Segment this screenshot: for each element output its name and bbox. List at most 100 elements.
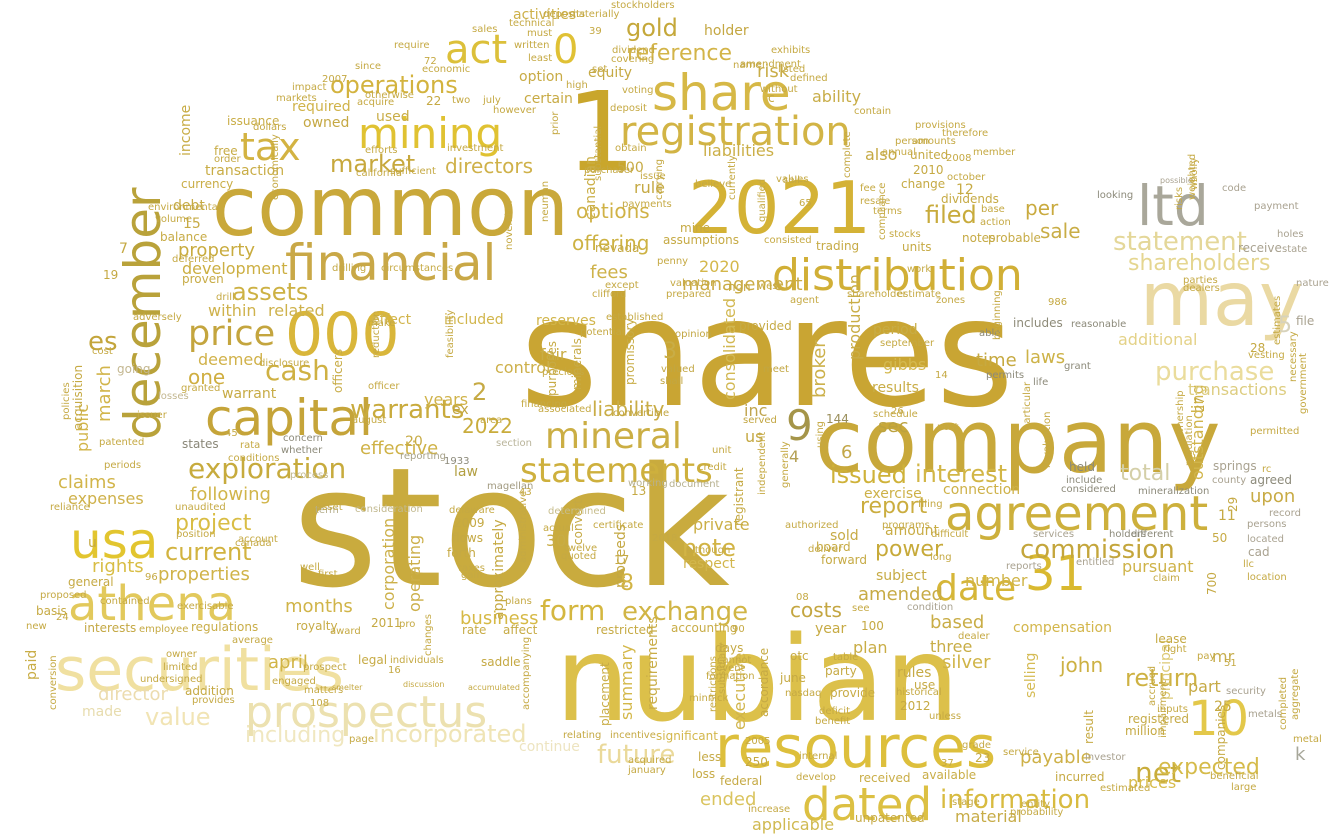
cloud-word: issuer (137, 410, 168, 421)
cloud-word: related (268, 301, 325, 320)
cloud-word: taxes (458, 563, 485, 574)
cloud-word: process (290, 470, 328, 481)
cloud-word: basis (36, 604, 67, 618)
cloud-word: principal (1158, 640, 1174, 700)
cloud-word: 31 (1025, 546, 1086, 602)
cloud-word: different (1131, 529, 1174, 540)
cloud-word: voting (622, 85, 653, 96)
cloud-word: cost (92, 346, 113, 357)
cloud-word: value (145, 703, 211, 731)
cloud-word: reliance (50, 502, 90, 513)
cloud-word: 2009 (454, 516, 485, 530)
cloud-word: accumulated (468, 683, 520, 692)
cloud-word: total (1120, 461, 1170, 486)
cloud-word: policies (61, 382, 72, 420)
cloud-word: effective (360, 438, 438, 459)
cloud-word: schedule (873, 409, 918, 420)
cloud-word: well (300, 562, 320, 573)
cloud-word: currently (727, 155, 738, 200)
cloud-word: economically (270, 134, 281, 200)
cloud-word: 986 (1048, 297, 1067, 308)
cloud-word: investor (1085, 752, 1126, 763)
cloud-word: however (493, 105, 537, 116)
cloud-word: stocks (889, 229, 921, 240)
cloud-word: pay (1197, 651, 1215, 662)
cloud-word: actual (543, 523, 574, 534)
cloud-word: period (873, 322, 918, 338)
cloud-word: claims (58, 472, 116, 493)
cloud-word: months (285, 596, 353, 617)
cloud-word: impact (292, 82, 326, 93)
cloud-word: contain (854, 106, 891, 117)
cloud-word: assumptions (663, 233, 739, 247)
cloud-word: provisions (915, 120, 966, 131)
cloud-word: issue (640, 171, 666, 182)
cloud-word: proven (182, 272, 224, 286)
cloud-word: increase (748, 804, 790, 815)
cloud-word: limited (163, 662, 198, 673)
cloud-word: smelter (332, 683, 363, 692)
cloud-word: twelve (564, 543, 597, 554)
cloud-word: metal (1293, 734, 1322, 745)
cloud-word: grade (962, 740, 991, 751)
cloud-word: deferred (172, 254, 215, 265)
cloud-word: ability (812, 87, 861, 106)
cloud-word: state (1282, 244, 1307, 255)
cloud-word: exercise (864, 486, 922, 502)
cloud-word: mining (358, 109, 502, 158)
cloud-word: 000 (285, 300, 400, 370)
cloud-word: offering (572, 231, 649, 255)
cloud-word: authorized (785, 520, 838, 531)
cloud-word: amount (885, 523, 940, 539)
cloud-word: member (973, 147, 1016, 158)
cloud-word: see (852, 603, 870, 614)
cloud-word: placement (598, 662, 612, 726)
cloud-word: estimates (1272, 296, 1283, 345)
cloud-word: registration (620, 109, 851, 155)
cloud-word: selling (1023, 653, 1039, 698)
cloud-word: proceeds (613, 524, 629, 588)
cloud-word: outstanding (1188, 384, 1207, 480)
cloud-word: payment (1254, 201, 1299, 212)
cloud-word: including (245, 723, 345, 748)
cloud-word: 250 (745, 755, 768, 769)
cloud-word: reserves (536, 313, 596, 329)
cloud-word: form (540, 594, 605, 627)
cloud-word: minnick (689, 693, 728, 704)
cloud-word: post (937, 422, 959, 433)
cloud-word: large (1231, 782, 1256, 793)
cloud-word: respect (683, 556, 736, 572)
cloud-word: issued (830, 461, 907, 489)
cloud-word: distribution (772, 250, 1023, 301)
cloud-word: set (592, 64, 607, 75)
cloud-word: december (114, 187, 172, 440)
cloud-word: 17 (614, 553, 629, 567)
cloud-word: terms (873, 206, 902, 217)
cloud-word: 2011 (371, 616, 402, 630)
cloud-word: fee (860, 183, 876, 194)
cloud-word: dollars (253, 122, 286, 133)
cloud-word: proposed (40, 590, 87, 601)
cloud-word: life (1033, 377, 1048, 388)
cloud-word: dividends (941, 192, 999, 206)
cloud-word: two (452, 95, 470, 106)
cloud-word: provide (830, 686, 875, 700)
cloud-word: 4 (789, 447, 799, 466)
cloud-word: agreed (1250, 473, 1292, 487)
cloud-word: laws (1025, 347, 1065, 368)
cloud-word: long (930, 552, 952, 563)
cloud-word: accompanying (521, 637, 532, 710)
cloud-word: technical (509, 18, 554, 29)
cloud-word: fair (540, 345, 567, 364)
cloud-word: november (504, 198, 515, 250)
cloud-word: date (935, 568, 1016, 609)
cloud-word: aggregate (1290, 669, 1301, 720)
cloud-word: qualified (757, 179, 768, 222)
cloud-word: sell (783, 175, 800, 186)
cloud-word: periods (104, 460, 141, 471)
cloud-word: warrants (350, 395, 464, 425)
cloud-word: within (208, 301, 257, 320)
cloud-word: although (686, 545, 730, 556)
cloud-word: directors (445, 154, 533, 178)
cloud-word: law (454, 464, 478, 480)
